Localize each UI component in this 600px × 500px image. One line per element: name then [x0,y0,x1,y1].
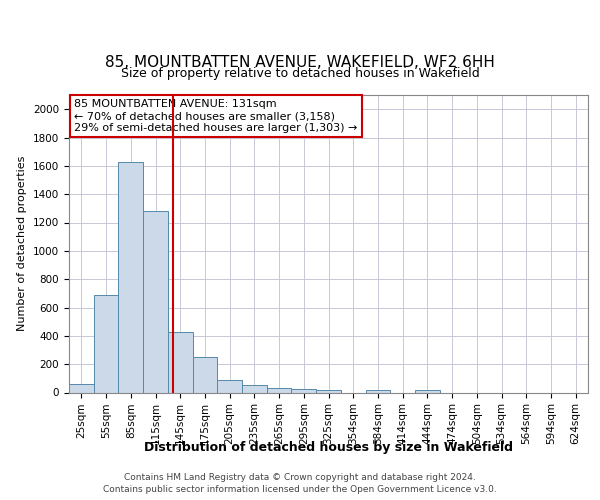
Text: Contains HM Land Registry data © Crown copyright and database right 2024.: Contains HM Land Registry data © Crown c… [124,473,476,482]
Bar [242,386,267,392]
Bar [267,388,292,392]
Bar [168,332,193,392]
Bar [316,390,341,392]
Bar [217,380,242,392]
Bar [193,357,217,392]
Bar [365,390,390,392]
Bar [69,384,94,392]
Text: Size of property relative to detached houses in Wakefield: Size of property relative to detached ho… [121,67,479,80]
Bar [415,390,440,392]
Bar [94,295,118,392]
Bar [143,211,168,392]
Text: 85 MOUNTBATTEN AVENUE: 131sqm
← 70% of detached houses are smaller (3,158)
29% o: 85 MOUNTBATTEN AVENUE: 131sqm ← 70% of d… [74,100,358,132]
Y-axis label: Number of detached properties: Number of detached properties [17,156,28,332]
Text: 85, MOUNTBATTEN AVENUE, WAKEFIELD, WF2 6HH: 85, MOUNTBATTEN AVENUE, WAKEFIELD, WF2 6… [105,55,495,70]
Text: Distribution of detached houses by size in Wakefield: Distribution of detached houses by size … [145,441,513,454]
Bar [118,162,143,392]
Bar [292,389,316,392]
Text: Contains public sector information licensed under the Open Government Licence v3: Contains public sector information licen… [103,484,497,494]
